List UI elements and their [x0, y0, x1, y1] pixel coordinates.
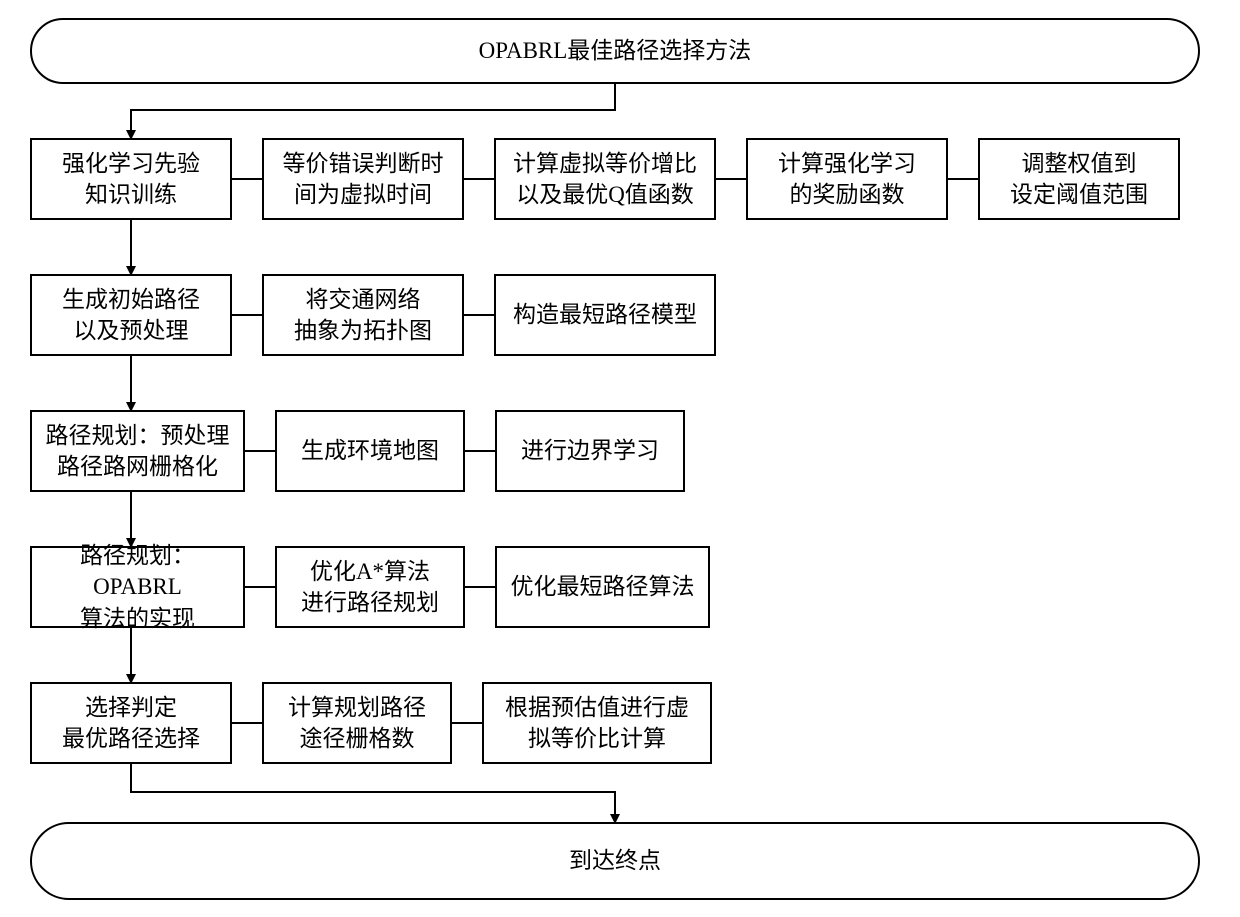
node-r1c2: 等价错误判断时 间为虚拟时间 [262, 138, 464, 220]
node-label: 计算虚拟等价增比 以及最优Q值函数 [513, 148, 697, 210]
edge-r5c1-end [131, 764, 615, 822]
node-label: 优化A*算法 进行路径规划 [301, 556, 439, 618]
node-label: 优化最短路径算法 [511, 571, 695, 602]
node-r2c2: 将交通网络 抽象为拓扑图 [262, 274, 464, 356]
edge-start-r1c1 [131, 84, 615, 138]
node-label: 构造最短路径模型 [513, 299, 697, 330]
node-label: 生成初始路径 以及预处理 [62, 284, 200, 346]
node-start: OPABRL最佳路径选择方法 [30, 18, 1200, 84]
node-label: 到达终点 [569, 845, 661, 876]
node-r2c1: 生成初始路径 以及预处理 [30, 274, 232, 356]
node-label: 路径规划：预处理 路径路网栅格化 [46, 420, 230, 482]
node-r5c3: 根据预估值进行虚 拟等价比计算 [482, 682, 712, 764]
node-r1c5: 调整权值到 设定阈值范围 [978, 138, 1180, 220]
node-r4c2: 优化A*算法 进行路径规划 [275, 546, 465, 628]
node-r1c1: 强化学习先验 知识训练 [30, 138, 232, 220]
node-r3c1: 路径规划：预处理 路径路网栅格化 [30, 410, 245, 492]
node-label: 将交通网络 抽象为拓扑图 [294, 284, 432, 346]
node-r5c2: 计算规划路径 途径栅格数 [262, 682, 452, 764]
node-r2c3: 构造最短路径模型 [494, 274, 716, 356]
node-r3c3: 进行边界学习 [495, 410, 685, 492]
node-r1c3: 计算虚拟等价增比 以及最优Q值函数 [494, 138, 716, 220]
node-end: 到达终点 [30, 822, 1200, 900]
node-r3c2: 生成环境地图 [275, 410, 465, 492]
node-label: 路径规划：OPABRL 算法的实现 [38, 540, 237, 633]
node-label: 进行边界学习 [521, 435, 659, 466]
node-label: OPABRL最佳路径选择方法 [479, 35, 752, 66]
node-label: 强化学习先验 知识训练 [62, 148, 200, 210]
flowchart-canvas: OPABRL最佳路径选择方法强化学习先验 知识训练等价错误判断时 间为虚拟时间计… [0, 0, 1240, 917]
node-label: 生成环境地图 [301, 435, 439, 466]
node-r1c4: 计算强化学习 的奖励函数 [746, 138, 948, 220]
node-label: 选择判定 最优路径选择 [62, 692, 200, 754]
node-label: 根据预估值进行虚 拟等价比计算 [505, 692, 689, 754]
node-label: 计算强化学习 的奖励函数 [778, 148, 916, 210]
node-label: 计算规划路径 途径栅格数 [288, 692, 426, 754]
node-label: 调整权值到 设定阈值范围 [1010, 148, 1148, 210]
node-r4c1: 路径规划：OPABRL 算法的实现 [30, 546, 245, 628]
node-r5c1: 选择判定 最优路径选择 [30, 682, 232, 764]
node-r4c3: 优化最短路径算法 [495, 546, 710, 628]
node-label: 等价错误判断时 间为虚拟时间 [283, 148, 444, 210]
